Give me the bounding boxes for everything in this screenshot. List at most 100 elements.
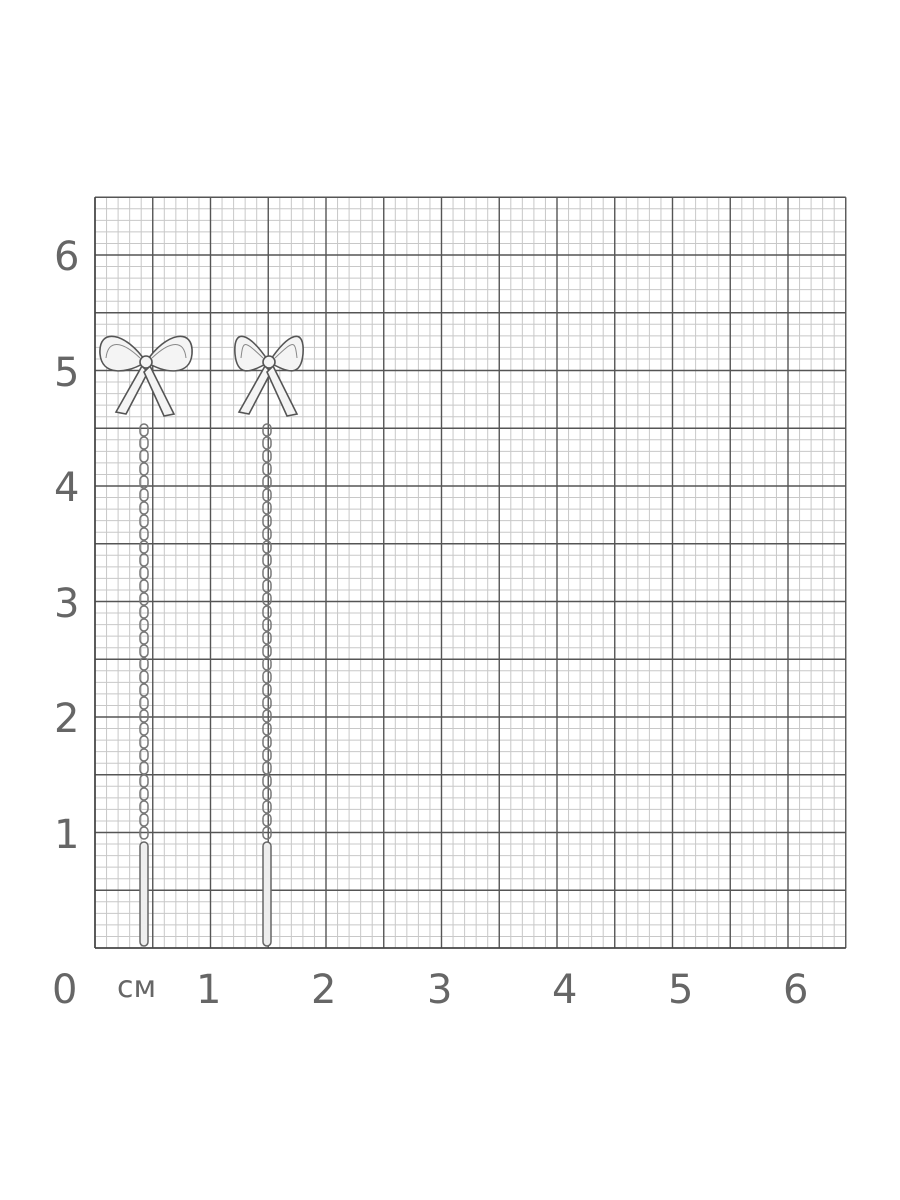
chain-link	[139, 540, 149, 554]
bow-knot	[262, 355, 276, 369]
chain-link	[139, 553, 149, 567]
bow-earring-right	[234, 335, 304, 947]
x-tick-6: 6	[783, 967, 808, 1013]
y-tick-2: 2	[54, 696, 79, 742]
bow-loop-left	[99, 335, 148, 372]
chain-link	[139, 592, 149, 606]
chain-link	[139, 644, 149, 658]
bow-knot	[139, 355, 153, 369]
bow-loop-right	[267, 335, 304, 372]
bow-tail-left	[237, 364, 272, 415]
x-tick-3: 3	[427, 967, 452, 1013]
x-tick-2: 2	[311, 967, 336, 1013]
bow-ridge	[151, 344, 187, 359]
chain-link	[139, 501, 149, 515]
chain-link	[139, 657, 149, 671]
chain-link	[139, 683, 149, 697]
chain-link	[139, 761, 149, 775]
chain-link	[262, 566, 272, 580]
chain-link	[139, 696, 149, 710]
chain-link	[139, 748, 149, 762]
chain-link	[139, 826, 149, 840]
chain-link	[262, 475, 272, 489]
bow-earring-left	[99, 335, 193, 947]
y-tick-6: 6	[54, 234, 79, 280]
chain-link	[139, 618, 149, 632]
chain-link	[262, 735, 272, 749]
unit-label: см	[117, 970, 156, 1005]
chain-link	[262, 423, 272, 437]
chain-link	[139, 579, 149, 593]
chain-link	[262, 748, 272, 762]
y-tick-3: 3	[54, 581, 79, 627]
y-tick-5: 5	[54, 350, 79, 396]
chain-link	[139, 566, 149, 580]
chain-link	[262, 683, 272, 697]
chain-link	[139, 475, 149, 489]
chain-link	[139, 735, 149, 749]
chain-link	[262, 514, 272, 528]
chain-link	[262, 644, 272, 658]
chain-link	[262, 826, 272, 840]
chain-link	[139, 813, 149, 827]
chain-link	[262, 800, 272, 814]
chain-link	[262, 696, 272, 710]
chain-link	[139, 774, 149, 788]
bow-ridge	[105, 344, 141, 359]
bow-loop-right	[144, 335, 193, 372]
chain-link	[262, 436, 272, 450]
measurement-grid	[94, 196, 847, 949]
chain-link	[262, 579, 272, 593]
chain-link	[139, 527, 149, 541]
chain-link	[262, 657, 272, 671]
x-tick-1: 1	[196, 967, 221, 1013]
chain-link	[262, 631, 272, 645]
chain-link	[139, 423, 149, 437]
chain-link	[139, 787, 149, 801]
chain-link	[262, 774, 272, 788]
y-tick-1: 1	[54, 812, 79, 858]
chain-link	[139, 488, 149, 502]
bow-tail-left	[114, 364, 149, 415]
chain-link	[139, 670, 149, 684]
chain-link	[139, 631, 149, 645]
x-tick-4: 4	[552, 967, 577, 1013]
chain-link	[139, 462, 149, 476]
threader-bar	[139, 841, 149, 947]
chain-link	[262, 501, 272, 515]
chain-link	[262, 618, 272, 632]
threader-bar	[262, 841, 272, 947]
scale-labels: 0 см 1 2 3 4 5 6 1 2 3 4 5 6	[52, 234, 808, 1013]
chain-link	[262, 670, 272, 684]
chain-link	[262, 592, 272, 606]
chain-link	[262, 722, 272, 736]
chain-link	[262, 527, 272, 541]
chain-link	[139, 514, 149, 528]
chain-link	[262, 709, 272, 723]
x-tick-0: 0	[52, 967, 77, 1013]
chain-link	[139, 449, 149, 463]
y-tick-4: 4	[54, 465, 79, 511]
bow-tail-right	[266, 364, 299, 417]
chain-link	[262, 488, 272, 502]
chain-link	[262, 605, 272, 619]
chain-link	[262, 449, 272, 463]
bow-loop-left	[234, 335, 271, 372]
bow-ridge	[274, 344, 298, 359]
chain-link	[139, 605, 149, 619]
chain-link	[139, 722, 149, 736]
earrings-image	[99, 335, 304, 947]
chain-link	[262, 540, 272, 554]
chain-link	[139, 436, 149, 450]
chain-link	[262, 761, 272, 775]
x-tick-5: 5	[668, 967, 693, 1013]
chain-link	[262, 787, 272, 801]
chain-link	[262, 462, 272, 476]
chain-link	[139, 800, 149, 814]
chain-link	[139, 709, 149, 723]
bow-tail-right	[143, 364, 176, 417]
chain-link	[262, 813, 272, 827]
bow-ridge	[240, 344, 264, 359]
chain-link	[262, 553, 272, 567]
